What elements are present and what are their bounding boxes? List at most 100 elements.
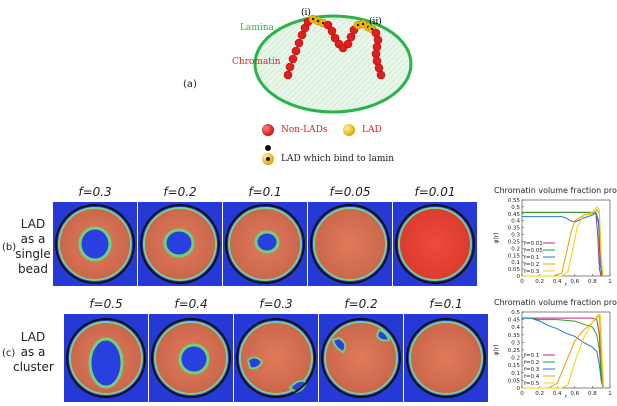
y-tick-label: 0.45 <box>508 212 521 218</box>
y-tick-label: 0.5 <box>511 205 520 211</box>
simulation-image <box>64 314 148 402</box>
y-tick-label: 0.2 <box>511 356 520 362</box>
peripheral-void <box>375 328 391 342</box>
y-tick-label: 0.25 <box>508 348 521 354</box>
y-tick-label: 0.4 <box>511 325 520 331</box>
y-axis-label: φ(r) <box>493 232 500 243</box>
legend-entry-label: f=0.05 <box>524 248 543 254</box>
y-tick-label: 0.5 <box>511 310 520 316</box>
non-lad-bead <box>283 70 293 80</box>
legend-lad-bind-label: LAD which bind to lamin <box>281 154 395 164</box>
non-lad-void <box>178 343 210 375</box>
confinement-boundary <box>310 204 390 284</box>
series-line <box>522 317 604 389</box>
confinement-boundary <box>225 204 305 284</box>
y-tick-label: 0 <box>517 386 521 392</box>
plot-title: Chromatin volume fraction profile <box>494 298 617 307</box>
series-line <box>522 206 604 277</box>
x-tick-label: 0.6 <box>570 391 579 397</box>
x-tick-label: 0.8 <box>588 391 597 397</box>
y-tick-label: 0.35 <box>508 333 521 339</box>
non-lad-bead <box>288 54 298 64</box>
row-b-title-line: LAD <box>20 217 46 231</box>
lamin-binding-site <box>311 17 315 21</box>
x-tick-label: 0.4 <box>553 279 562 285</box>
legend-entry-label: f=0.4 <box>524 374 540 380</box>
site-ii-label: (ii) <box>369 16 382 27</box>
f-label: f=0.4 <box>174 297 208 311</box>
legend-non-lads: Non-LADs <box>262 124 327 136</box>
lamin-binding-site <box>321 21 325 25</box>
x-axis-label: r <box>565 394 568 400</box>
non-lad-bead <box>371 49 381 59</box>
legend-entry-label: f=0.2 <box>524 262 539 268</box>
row-b-title-line: as a <box>20 232 46 246</box>
legend-entry-label: f=0.3 <box>524 367 540 373</box>
series-line <box>522 317 604 389</box>
chromatin-domain <box>239 321 313 395</box>
legend-non-lads-label: Non-LADs <box>281 125 328 135</box>
legend-entry-label: f=0.3 <box>524 269 540 275</box>
y-tick-label: 0.2 <box>511 246 520 252</box>
series-line <box>522 313 604 389</box>
simulation-image <box>234 314 318 402</box>
x-tick-label: 0 <box>520 279 524 285</box>
legend-entry-label: f=0.5 <box>524 381 540 387</box>
non-lad-void <box>254 230 280 254</box>
lamina-label: Lamina <box>240 23 274 33</box>
y-tick-label: 0.05 <box>508 267 521 273</box>
f-label: f=0.2 <box>163 185 197 199</box>
legend-entry-label: f=0.01 <box>524 241 543 247</box>
series-line <box>522 211 603 277</box>
chromatin-domain <box>398 207 472 281</box>
plot-title: Chromatin volume fraction profile <box>494 186 617 195</box>
y-tick-label: 0 <box>517 274 521 280</box>
non-lad-bead <box>373 35 383 45</box>
x-tick-label: 0.8 <box>588 279 597 285</box>
y-tick-label: 0.35 <box>508 226 521 232</box>
x-tick-label: 0.2 <box>535 279 544 285</box>
x-tick-label: 0.6 <box>570 279 579 285</box>
legend-entry-label: f=0.1 <box>524 255 539 261</box>
y-tick-label: 0.25 <box>508 239 521 245</box>
chromatin-domain <box>313 207 387 281</box>
row-c-title-line: cluster <box>13 360 54 374</box>
confinement-boundary <box>236 318 316 398</box>
f-label: f=0.1 <box>248 185 282 199</box>
non-lad-void <box>78 226 112 262</box>
simulation-image <box>319 314 403 402</box>
lamin-bound-lad-icon <box>262 145 274 165</box>
non-lad-bead <box>323 20 333 30</box>
x-tick-label: 1 <box>608 391 612 397</box>
lamina-envelope <box>253 14 413 114</box>
y-tick-label: 0.15 <box>508 363 521 369</box>
lamin-binding-site <box>370 27 374 31</box>
f-label: f=0.05 <box>329 185 371 199</box>
panel-c-label: (c) <box>2 348 16 359</box>
lamin-binding-site <box>356 23 360 27</box>
y-tick-label: 0.1 <box>511 371 520 377</box>
x-axis-label: r <box>565 282 568 288</box>
y-tick-label: 0.4 <box>511 219 520 225</box>
series-line <box>522 317 604 389</box>
simulation-image <box>308 202 392 286</box>
legend-entry-label: f=0.1 <box>524 353 539 359</box>
legend-entry-label: f=0.2 <box>524 360 539 366</box>
confinement-boundary <box>321 318 401 398</box>
f-label: f=0.3 <box>259 297 293 311</box>
panel-b-label: (b) <box>2 242 17 253</box>
confinement-boundary <box>140 204 220 284</box>
y-tick-label: 0.15 <box>508 253 521 259</box>
non-lad-void <box>88 337 124 389</box>
y-tick-label: 0.3 <box>511 233 520 239</box>
non-lad-bead <box>294 38 304 48</box>
nucleus-schematic: (i) (ii) <box>253 7 413 114</box>
non-lad-bead-icon <box>262 124 274 136</box>
legend-lad-label: LAD <box>362 125 382 135</box>
lamin-binding-site <box>316 19 320 23</box>
simulation-image <box>149 314 233 402</box>
peripheral-void <box>246 356 264 370</box>
confinement-boundary <box>395 204 475 284</box>
non-lad-bead <box>372 42 382 52</box>
panel-a-label: (a) <box>183 79 197 90</box>
